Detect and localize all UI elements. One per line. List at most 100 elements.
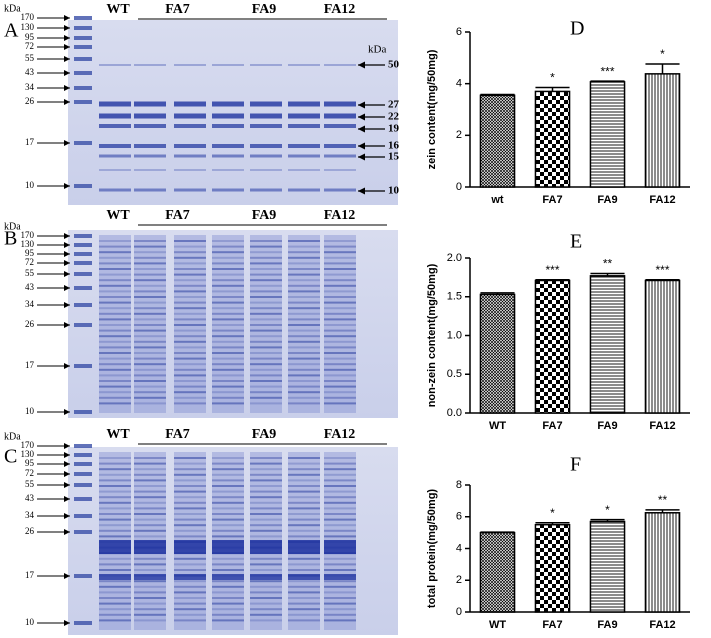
y-tick-label: 1.5 xyxy=(447,291,462,303)
protein-band xyxy=(99,402,131,405)
protein-band xyxy=(99,357,131,360)
lane-smear xyxy=(324,235,356,413)
protein-band xyxy=(99,251,131,254)
marker-label: 55 xyxy=(25,268,35,278)
protein-band xyxy=(99,188,131,192)
protein-band xyxy=(174,188,206,192)
protein-band xyxy=(134,169,166,171)
protein-band xyxy=(174,602,206,605)
lane-smear xyxy=(99,235,131,413)
protein-band xyxy=(99,368,131,371)
protein-band xyxy=(99,396,131,399)
protein-band xyxy=(288,144,320,148)
y-tick-label: 2.0 xyxy=(447,252,462,264)
panel-letter: E xyxy=(570,231,582,253)
protein-band xyxy=(212,602,244,605)
significance-label: *** xyxy=(545,263,559,277)
protein-band xyxy=(134,580,166,583)
ladder-band xyxy=(74,36,92,40)
protein-band xyxy=(174,256,206,259)
protein-band xyxy=(134,613,166,616)
protein-band xyxy=(134,402,166,405)
protein-band xyxy=(288,529,320,532)
ladder-band xyxy=(74,410,92,414)
protein-band xyxy=(134,368,166,371)
protein-band xyxy=(134,329,166,332)
ladder-band xyxy=(74,497,92,501)
y-tick-label: 6 xyxy=(456,26,462,38)
protein-band xyxy=(212,312,244,315)
protein-band xyxy=(212,340,244,343)
protein-band xyxy=(134,591,166,594)
protein-band xyxy=(99,279,131,282)
x-tick-label: FA7 xyxy=(542,194,562,206)
protein-band xyxy=(212,268,244,270)
protein-band xyxy=(174,608,206,611)
protein-band xyxy=(212,363,244,366)
marker-label: 10 xyxy=(388,185,400,197)
protein-band xyxy=(250,591,282,594)
protein-band xyxy=(174,518,206,521)
significance-label: ** xyxy=(658,493,668,507)
protein-band xyxy=(212,307,244,310)
marker-label: 72 xyxy=(25,41,34,51)
protein-band xyxy=(288,368,320,371)
protein-band xyxy=(288,569,320,571)
protein-band xyxy=(324,154,356,158)
marker-label: 34 xyxy=(25,510,35,520)
protein-band xyxy=(134,346,166,349)
protein-band xyxy=(134,507,166,510)
y-tick-label: 6 xyxy=(456,511,462,523)
protein-band xyxy=(250,462,282,465)
protein-band xyxy=(212,597,244,599)
protein-band xyxy=(174,468,206,471)
protein-band xyxy=(288,256,320,259)
protein-band xyxy=(212,462,244,465)
protein-band xyxy=(174,501,206,504)
unit-label: kDa xyxy=(368,44,386,56)
protein-band xyxy=(288,402,320,405)
protein-band xyxy=(99,385,131,388)
protein-band xyxy=(212,490,244,493)
protein-band xyxy=(212,391,244,394)
protein-band xyxy=(250,335,282,338)
bar xyxy=(479,293,516,414)
y-tick-label: 4 xyxy=(456,78,462,90)
y-tick-label: 8 xyxy=(456,479,462,491)
protein-band xyxy=(212,479,244,482)
protein-band xyxy=(288,346,320,349)
protein-band xyxy=(288,374,320,377)
protein-band xyxy=(250,597,282,599)
protein-band xyxy=(134,524,166,527)
protein-band xyxy=(134,597,166,599)
protein-band xyxy=(134,262,166,265)
y-axis-label: non-zein content(mg/50mg) xyxy=(426,263,438,407)
protein-band xyxy=(212,496,244,499)
ladder-band xyxy=(74,234,92,238)
protein-band xyxy=(99,262,131,265)
protein-band xyxy=(212,608,244,611)
protein-band xyxy=(99,169,131,171)
bar xyxy=(534,90,571,188)
bar xyxy=(479,531,516,613)
protein-band xyxy=(174,391,206,394)
protein-band xyxy=(99,496,131,499)
protein-band xyxy=(174,284,206,287)
protein-band xyxy=(324,296,356,298)
protein-band xyxy=(324,540,356,554)
protein-band xyxy=(324,268,356,270)
ladder-band xyxy=(74,621,92,625)
protein-band xyxy=(174,346,206,349)
marker-label: 95 xyxy=(25,248,35,258)
protein-band xyxy=(212,507,244,510)
x-tick-label: FA7 xyxy=(542,420,562,432)
protein-band xyxy=(250,284,282,287)
protein-band xyxy=(174,479,206,482)
protein-band xyxy=(288,597,320,599)
protein-band xyxy=(288,496,320,499)
protein-band xyxy=(250,385,282,388)
protein-band xyxy=(324,585,356,588)
protein-band xyxy=(324,251,356,254)
marker-label: 43 xyxy=(25,282,35,292)
lane-label: FA7 xyxy=(165,2,190,17)
